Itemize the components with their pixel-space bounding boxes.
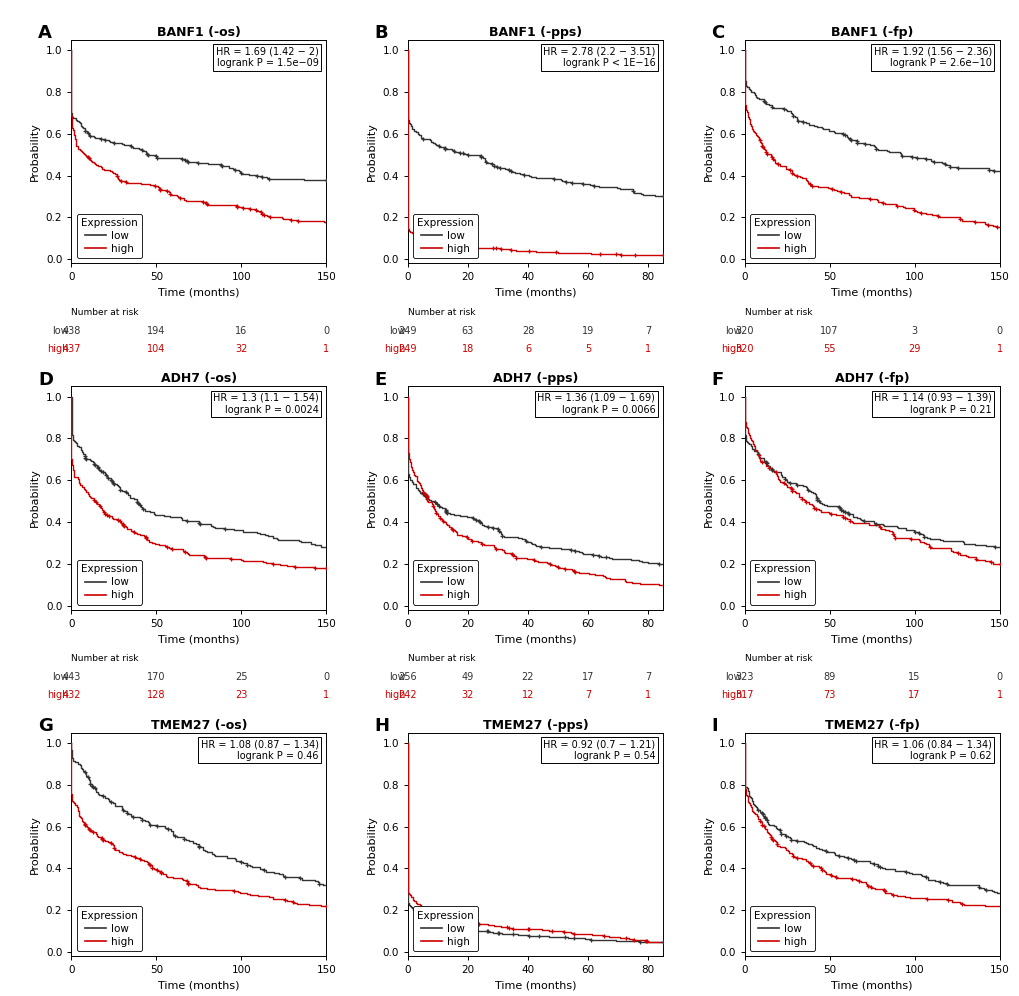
Text: D: D	[39, 371, 53, 388]
Text: Number at risk: Number at risk	[408, 308, 475, 317]
Text: 323: 323	[735, 672, 753, 682]
Title: TMEM27 (-pps): TMEM27 (-pps)	[482, 718, 588, 731]
Text: 320: 320	[735, 344, 753, 354]
Text: 32: 32	[462, 690, 474, 700]
Text: high: high	[48, 344, 69, 354]
Text: 25: 25	[235, 672, 248, 682]
Text: F: F	[711, 371, 723, 388]
Text: H: H	[375, 717, 389, 735]
Text: high: high	[384, 690, 406, 700]
Text: low: low	[388, 326, 406, 336]
Text: HR = 1.69 (1.42 − 2)
logrank P = 1.5e−09: HR = 1.69 (1.42 − 2) logrank P = 1.5e−09	[216, 47, 318, 68]
Text: 1: 1	[644, 344, 650, 354]
Text: 22: 22	[522, 672, 534, 682]
Legend: low, high: low, high	[76, 560, 142, 605]
X-axis label: Time (months): Time (months)	[830, 634, 912, 644]
Text: 7: 7	[584, 690, 591, 700]
Text: HR = 1.3 (1.1 − 1.54)
logrank P = 0.0024: HR = 1.3 (1.1 − 1.54) logrank P = 0.0024	[213, 393, 318, 414]
Text: Number at risk: Number at risk	[408, 654, 475, 663]
Text: 12: 12	[522, 690, 534, 700]
Text: 317: 317	[735, 690, 753, 700]
Text: 17: 17	[581, 672, 594, 682]
Text: Number at risk: Number at risk	[71, 308, 139, 317]
Text: C: C	[711, 24, 723, 42]
Title: ADH7 (-pps): ADH7 (-pps)	[492, 373, 578, 385]
X-axis label: Time (months): Time (months)	[494, 634, 576, 644]
Text: low: low	[52, 326, 69, 336]
Text: 3: 3	[911, 326, 917, 336]
Title: BANF1 (-pps): BANF1 (-pps)	[488, 26, 582, 39]
Text: 107: 107	[819, 326, 838, 336]
Text: B: B	[375, 24, 388, 42]
Y-axis label: Probability: Probability	[367, 468, 377, 528]
Text: low: low	[725, 326, 742, 336]
Text: 17: 17	[908, 690, 920, 700]
X-axis label: Time (months): Time (months)	[830, 981, 912, 991]
Text: 29: 29	[908, 344, 920, 354]
Y-axis label: Probability: Probability	[703, 468, 713, 528]
Legend: low, high: low, high	[749, 560, 814, 605]
Legend: low, high: low, high	[76, 213, 142, 258]
Y-axis label: Probability: Probability	[31, 468, 41, 528]
Text: 6: 6	[525, 344, 531, 354]
Text: 104: 104	[147, 344, 165, 354]
Text: 320: 320	[735, 326, 753, 336]
Text: HR = 2.78 (2.2 − 3.51)
logrank P < 1E−16: HR = 2.78 (2.2 − 3.51) logrank P < 1E−16	[542, 47, 655, 68]
Text: 0: 0	[996, 672, 1002, 682]
Text: HR = 1.06 (0.84 − 1.34)
logrank P = 0.62: HR = 1.06 (0.84 − 1.34) logrank P = 0.62	[873, 739, 991, 761]
Title: BANF1 (-fp): BANF1 (-fp)	[830, 26, 912, 39]
Text: A: A	[39, 24, 52, 42]
Text: 89: 89	[822, 672, 835, 682]
Text: 1: 1	[323, 344, 329, 354]
Legend: low, high: low, high	[76, 906, 142, 951]
Text: low: low	[388, 672, 406, 682]
Text: 170: 170	[147, 672, 165, 682]
Text: Number at risk: Number at risk	[744, 654, 811, 663]
Text: low: low	[52, 672, 69, 682]
Title: ADH7 (-os): ADH7 (-os)	[161, 373, 236, 385]
Text: high: high	[48, 690, 69, 700]
Text: HR = 1.08 (0.87 − 1.34)
logrank P = 0.46: HR = 1.08 (0.87 − 1.34) logrank P = 0.46	[201, 739, 318, 761]
Text: 1: 1	[996, 690, 1002, 700]
Legend: low, high: low, high	[749, 906, 814, 951]
Text: 7: 7	[644, 326, 650, 336]
Text: 49: 49	[462, 672, 474, 682]
Text: high: high	[720, 690, 742, 700]
Text: 256: 256	[398, 672, 417, 682]
X-axis label: Time (months): Time (months)	[494, 981, 576, 991]
Text: 32: 32	[235, 344, 248, 354]
Text: 249: 249	[398, 326, 417, 336]
Text: 1: 1	[323, 690, 329, 700]
Text: 242: 242	[398, 690, 417, 700]
Title: ADH7 (-fp): ADH7 (-fp)	[834, 373, 909, 385]
X-axis label: Time (months): Time (months)	[158, 981, 239, 991]
Text: 63: 63	[462, 326, 474, 336]
Text: 128: 128	[147, 690, 165, 700]
Text: 438: 438	[62, 326, 81, 336]
Text: HR = 1.36 (1.09 − 1.69)
logrank P = 0.0066: HR = 1.36 (1.09 − 1.69) logrank P = 0.00…	[537, 393, 655, 414]
X-axis label: Time (months): Time (months)	[494, 288, 576, 298]
Title: BANF1 (-os): BANF1 (-os)	[157, 26, 240, 39]
Y-axis label: Probability: Probability	[31, 815, 41, 873]
Y-axis label: Probability: Probability	[367, 815, 377, 873]
Text: 0: 0	[323, 672, 329, 682]
Y-axis label: Probability: Probability	[703, 815, 713, 873]
Text: 249: 249	[398, 344, 417, 354]
Text: 18: 18	[462, 344, 474, 354]
Y-axis label: Probability: Probability	[703, 123, 713, 181]
X-axis label: Time (months): Time (months)	[158, 634, 239, 644]
Text: 28: 28	[522, 326, 534, 336]
Text: high: high	[384, 344, 406, 354]
Legend: low, high: low, high	[413, 560, 478, 605]
Text: 194: 194	[147, 326, 165, 336]
Legend: low, high: low, high	[749, 213, 814, 258]
Text: HR = 1.14 (0.93 − 1.39)
logrank P = 0.21: HR = 1.14 (0.93 − 1.39) logrank P = 0.21	[873, 393, 991, 414]
Legend: low, high: low, high	[413, 906, 478, 951]
Title: TMEM27 (-fp): TMEM27 (-fp)	[823, 718, 919, 731]
Text: 0: 0	[323, 326, 329, 336]
Text: HR = 1.92 (1.56 − 2.36)
logrank P = 2.6e−10: HR = 1.92 (1.56 − 2.36) logrank P = 2.6e…	[873, 47, 991, 68]
Text: 1: 1	[996, 344, 1002, 354]
Text: 0: 0	[996, 326, 1002, 336]
Title: TMEM27 (-os): TMEM27 (-os)	[151, 718, 247, 731]
Text: 7: 7	[644, 672, 650, 682]
